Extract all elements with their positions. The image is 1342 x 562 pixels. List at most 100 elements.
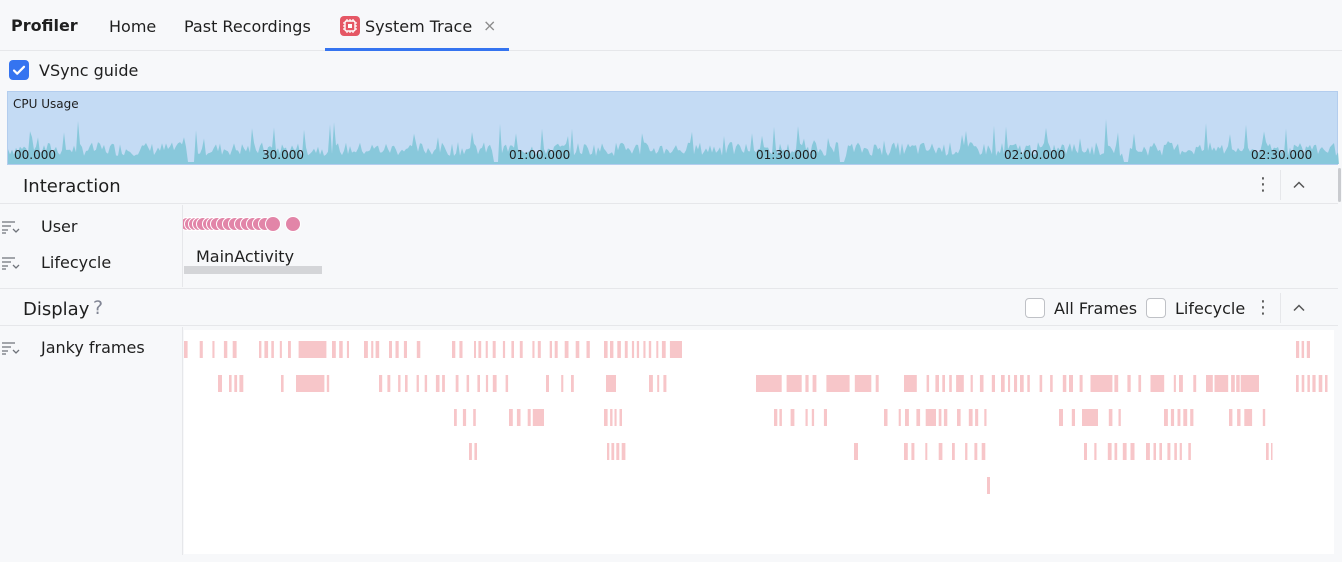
janky-frame-bar[interactable]	[259, 341, 262, 358]
janky-frame-bar[interactable]	[621, 443, 626, 460]
janky-frame-bar[interactable]	[477, 375, 480, 392]
janky-frame-bar[interactable]	[981, 443, 986, 460]
janky-frame-bar[interactable]	[389, 341, 392, 358]
janky-frame-bar[interactable]	[1179, 375, 1183, 392]
janky-frame-bar[interactable]	[511, 341, 514, 358]
janky-frame-bar[interactable]	[442, 375, 445, 392]
janky-frame-bar[interactable]	[454, 409, 457, 426]
janky-frame-bar[interactable]	[478, 341, 482, 358]
janky-frame-bar[interactable]	[1214, 375, 1219, 392]
janky-frame-bar[interactable]	[212, 341, 215, 358]
janky-frame-bar[interactable]	[519, 341, 523, 358]
janky-frame-bar[interactable]	[884, 409, 888, 426]
janky-frame-bar[interactable]	[984, 409, 987, 426]
janky-frame-bar[interactable]	[586, 341, 590, 358]
janky-frame-bar[interactable]	[1174, 443, 1177, 460]
janky-frame-bar[interactable]	[610, 409, 613, 426]
janky-frame-bar[interactable]	[617, 341, 621, 358]
janky-frame-bar[interactable]	[1114, 443, 1118, 460]
janky-frame-bar[interactable]	[648, 341, 652, 358]
janky-frame-bar[interactable]	[223, 341, 228, 358]
janky-frame-bar[interactable]	[974, 443, 978, 460]
janky-frame-bar[interactable]	[452, 341, 456, 358]
janky-frame-bar[interactable]	[1193, 375, 1197, 392]
janky-frame-bar[interactable]	[1122, 443, 1127, 460]
janky-frame-bar[interactable]	[473, 409, 476, 426]
janky-frame-bar[interactable]	[926, 375, 930, 392]
lifecycle-activity-bar[interactable]	[184, 266, 322, 274]
janky-frame-bar[interactable]	[805, 375, 809, 392]
janky-frame-bar[interactable]	[1229, 409, 1233, 426]
janky-frame-bar[interactable]	[619, 409, 623, 426]
janky-frame-bar[interactable]	[229, 375, 232, 392]
cpu-usage-track[interactable]: CPU Usage 00.000 30.000 01:00.000 01:30.…	[7, 91, 1339, 165]
user-event-marker[interactable]	[265, 216, 281, 232]
janky-frame-bar[interactable]	[968, 409, 973, 426]
janky-frame-bar[interactable]	[485, 375, 489, 392]
janky-frame-bar[interactable]	[916, 409, 921, 426]
janky-frame-bar[interactable]	[938, 443, 943, 460]
janky-frame-bar[interactable]	[239, 375, 244, 392]
janky-frame-bar[interactable]	[1206, 375, 1210, 392]
janky-frame-bar[interactable]	[232, 341, 237, 358]
janky-frame-bar[interactable]	[1107, 443, 1112, 460]
janky-frame-bar[interactable]	[387, 375, 391, 392]
janky-frame-bar[interactable]	[296, 375, 325, 392]
janky-frame-bar[interactable]	[371, 341, 374, 358]
janky-frame-bar[interactable]	[1138, 375, 1142, 392]
janky-frame-bar[interactable]	[492, 341, 496, 358]
janky-frame-bar[interactable]	[979, 375, 984, 392]
janky-frame-bar[interactable]	[1318, 375, 1323, 392]
janky-frame-bar[interactable]	[611, 443, 615, 460]
janky-frame-bar[interactable]	[943, 409, 948, 426]
janky-frame-bar[interactable]	[375, 341, 380, 358]
janky-frame-bar[interactable]	[546, 375, 549, 392]
janky-frame-bar[interactable]	[1062, 375, 1067, 392]
janky-frame-bar[interactable]	[624, 341, 628, 358]
janky-frame-bar[interactable]	[332, 341, 336, 358]
janky-frame-bar[interactable]	[1190, 409, 1194, 426]
janky-frame-bar[interactable]	[875, 375, 879, 392]
janky-frame-bar[interactable]	[395, 341, 399, 358]
janky-frame-bar[interactable]	[952, 443, 955, 460]
janky-frame-bar[interactable]	[779, 409, 782, 426]
janky-frame-bar[interactable]	[462, 409, 467, 426]
janky-frame-bar[interactable]	[416, 341, 421, 358]
display-lifecycle-checkbox[interactable]	[1146, 298, 1166, 318]
janky-frame-bar[interactable]	[1262, 409, 1266, 426]
janky-frame-bar[interactable]	[1027, 375, 1030, 392]
janky-frame-bar[interactable]	[904, 443, 908, 460]
janky-frame-bar[interactable]	[1231, 375, 1234, 392]
janky-frame-bar[interactable]	[199, 341, 203, 358]
janky-frame-bar[interactable]	[1170, 409, 1175, 426]
janky-frame-bar[interactable]	[1146, 443, 1150, 460]
janky-frame-bar[interactable]	[474, 341, 476, 358]
janky-frame-bar[interactable]	[564, 341, 569, 358]
janky-frame-bar[interactable]	[774, 409, 778, 426]
janky-frame-bar[interactable]	[661, 341, 666, 358]
janky-frame-bar[interactable]	[1179, 443, 1182, 460]
janky-frame-bar[interactable]	[1242, 375, 1259, 392]
janky-frame-bar[interactable]	[1130, 443, 1135, 460]
janky-frame-bar[interactable]	[1183, 409, 1188, 426]
janky-frame-bar[interactable]	[663, 375, 667, 392]
janky-frame-bar[interactable]	[811, 409, 815, 426]
janky-frame-bar[interactable]	[631, 341, 635, 358]
janky-frame-bar[interactable]	[1296, 341, 1300, 358]
janky-frame-bar[interactable]	[938, 409, 942, 426]
janky-frame-bar[interactable]	[1236, 375, 1240, 392]
janky-frame-bar[interactable]	[527, 409, 531, 426]
janky-frame-bar[interactable]	[1164, 409, 1168, 426]
janky-frame-bar[interactable]	[786, 375, 802, 392]
janky-frame-bar[interactable]	[604, 409, 608, 426]
janky-frame-bar[interactable]	[991, 375, 995, 392]
display-menu-icon[interactable]: ⋮	[1254, 297, 1272, 318]
janky-frame-bar[interactable]	[905, 409, 909, 426]
janky-frame-bar[interactable]	[949, 375, 952, 392]
janky-frame-bar[interactable]	[1301, 375, 1305, 392]
janky-frame-bar[interactable]	[614, 409, 617, 426]
janky-frame-bar[interactable]	[571, 375, 574, 392]
help-icon[interactable]: ?	[93, 297, 104, 319]
janky-frame-bar[interactable]	[485, 341, 488, 358]
janky-frame-bar[interactable]	[1114, 375, 1119, 392]
